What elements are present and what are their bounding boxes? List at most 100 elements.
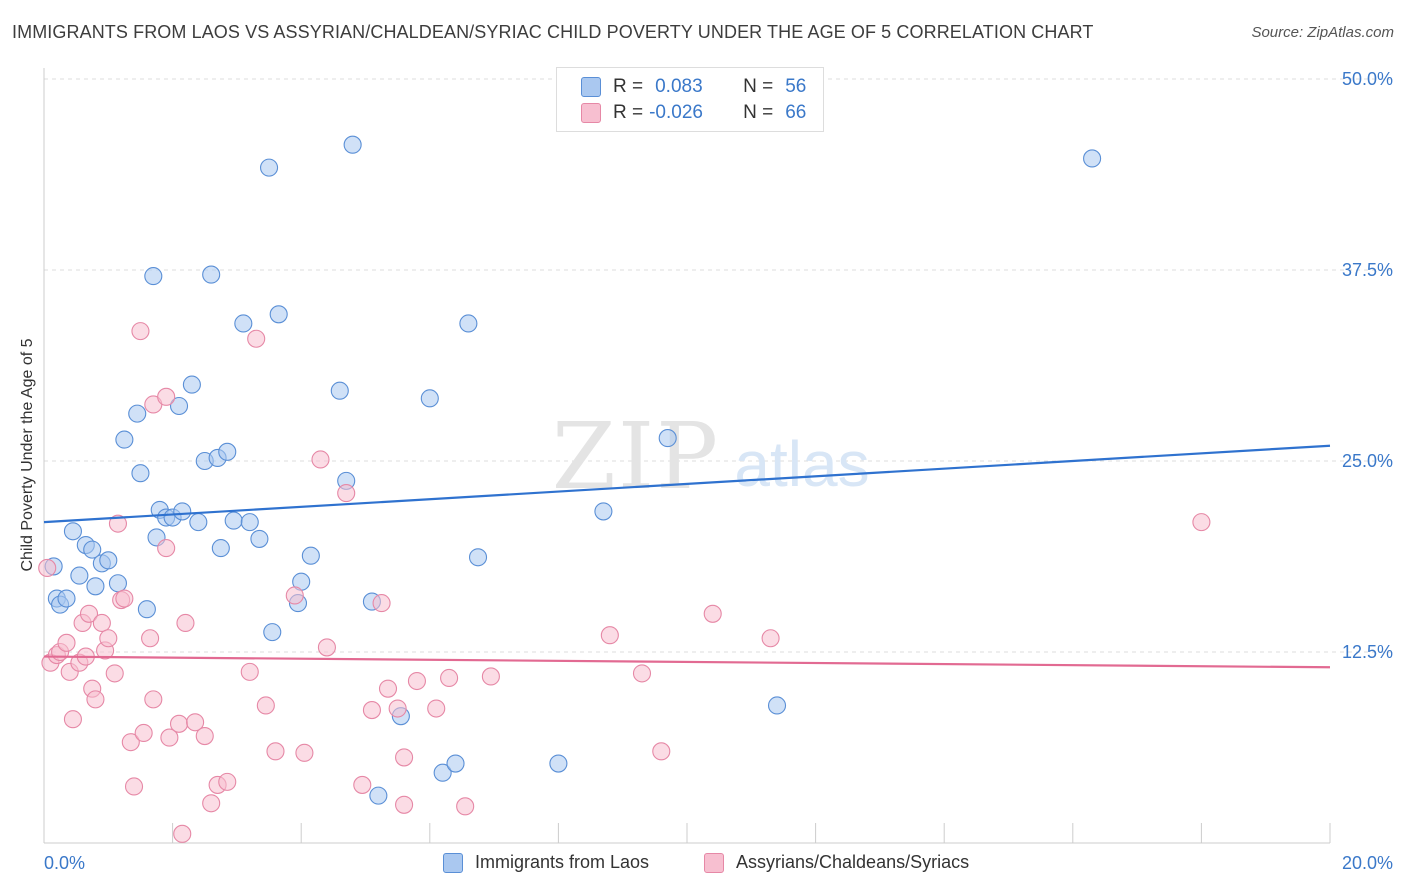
laos-point (99, 551, 118, 570)
x-tick-label: 20.0% (1342, 853, 1393, 873)
assyrian-point (311, 450, 330, 469)
series-legend: Immigrants from Laos Assyrians/Chaldeans… (0, 852, 1406, 878)
assyrian-point (195, 726, 214, 746)
laos-point (169, 396, 189, 416)
laos-point (259, 158, 279, 177)
laos-point (343, 135, 362, 154)
laos-point (767, 696, 787, 715)
assyrian-point (124, 777, 144, 796)
x-tick-label: 0.0% (44, 853, 85, 873)
laos-point (218, 442, 237, 461)
laos-point (70, 566, 89, 585)
assyrian-point (99, 629, 118, 648)
assyrian-point (652, 742, 671, 761)
assyrian-point (372, 594, 391, 613)
laos-point (468, 548, 488, 567)
laos-point (182, 375, 201, 394)
y-tick-label: 50.0% (1342, 69, 1393, 89)
assyrian-point (600, 626, 619, 645)
legend-row-assyrian: R = -0.026 N = 66 (581, 101, 806, 125)
legend-swatch-laos (443, 852, 463, 873)
legend-n-value: 56 (785, 76, 807, 97)
assyrian-point (160, 728, 179, 747)
assyrian-point (79, 604, 99, 623)
laos-point (240, 513, 259, 532)
assyrian-point (38, 558, 57, 578)
laos-point (250, 529, 269, 548)
laos-point (202, 265, 221, 284)
assyrian-point (240, 662, 259, 681)
legend-r-value: 0.083 (655, 76, 703, 97)
legend-row-laos: R = 0.083 N = 56 (581, 75, 806, 99)
source-label: Source: ZipAtlas.com (1251, 24, 1394, 41)
laos-point (420, 389, 439, 408)
laos-point (446, 754, 465, 773)
legend-n-value: 66 (785, 102, 807, 123)
watermark: ZIP atlas (552, 403, 870, 510)
laos-point (234, 314, 253, 333)
y-tick-label: 12.5% (1342, 642, 1393, 662)
watermark-zip: ZIP (552, 403, 720, 510)
data-points (38, 135, 1211, 843)
legend-r-value: -0.026 (649, 102, 703, 123)
y-tick-label: 25.0% (1342, 451, 1393, 471)
laos-point (128, 404, 147, 423)
assyrian-point (105, 664, 124, 683)
assyrian-point (481, 667, 500, 686)
legend-item-assyrian: Assyrians/Chaldeans/Syriacs (704, 852, 969, 873)
assyrian-point (108, 514, 127, 533)
assyrian-point (256, 696, 275, 715)
laos-point (211, 539, 230, 558)
laos-point (57, 589, 76, 608)
assyrian-point (1192, 513, 1211, 532)
assyrian-point (202, 794, 221, 813)
laos-point (330, 381, 349, 400)
laos-point (1083, 149, 1102, 168)
assyrian-point (63, 710, 82, 729)
legend-r-label: R = (613, 76, 644, 97)
assyrian-point (186, 713, 205, 732)
assyrian-point (266, 742, 285, 761)
assyrian-point (115, 589, 134, 608)
laos-point (86, 577, 105, 596)
assyrian-point (169, 714, 189, 733)
axes (43, 68, 1331, 844)
assyrian-point (427, 699, 446, 718)
tick-labels: 12.5% 25.0% 37.5% 50.0% 0.0% 20.0% (44, 69, 1393, 873)
y-tick-label: 37.5% (1342, 260, 1393, 280)
legend-r-label: R = (613, 102, 644, 123)
assyrian-point (378, 679, 398, 698)
chart-title: IMMIGRANTS FROM LAOS VS ASSYRIAN/CHALDEA… (12, 22, 1094, 42)
laos-point (108, 574, 127, 593)
assyrian-point (141, 629, 160, 648)
assyrian-point (456, 797, 475, 816)
assyrian-point (176, 613, 195, 633)
assyrian-point (295, 743, 314, 762)
legend-swatch-assyrian (581, 103, 601, 123)
watermark-atlas: atlas (734, 428, 869, 500)
assyrian-point (285, 586, 304, 605)
legend-item-laos: Immigrants from Laos (443, 852, 649, 873)
laos-point (301, 546, 320, 565)
laos-point (549, 754, 568, 773)
assyrian-point (57, 633, 76, 652)
laos-point (173, 502, 192, 521)
laos-point (131, 464, 150, 483)
assyrian-point (761, 629, 780, 648)
legend-n-label: N = (743, 76, 774, 97)
trend-lines (43, 444, 1331, 669)
laos-point (189, 513, 208, 532)
assyrian-point (337, 484, 356, 503)
assyrian-point (247, 329, 266, 348)
laos-trend-line (43, 444, 1331, 524)
laos-point (269, 305, 288, 324)
assyrian-point (362, 701, 381, 720)
assyrian-point (218, 772, 237, 791)
assyrian-point (157, 387, 176, 406)
laos-point (115, 430, 134, 449)
assyrian-point (92, 613, 111, 633)
assyrian-point (173, 824, 192, 843)
laos-point (137, 600, 156, 619)
laos-point (224, 511, 243, 530)
